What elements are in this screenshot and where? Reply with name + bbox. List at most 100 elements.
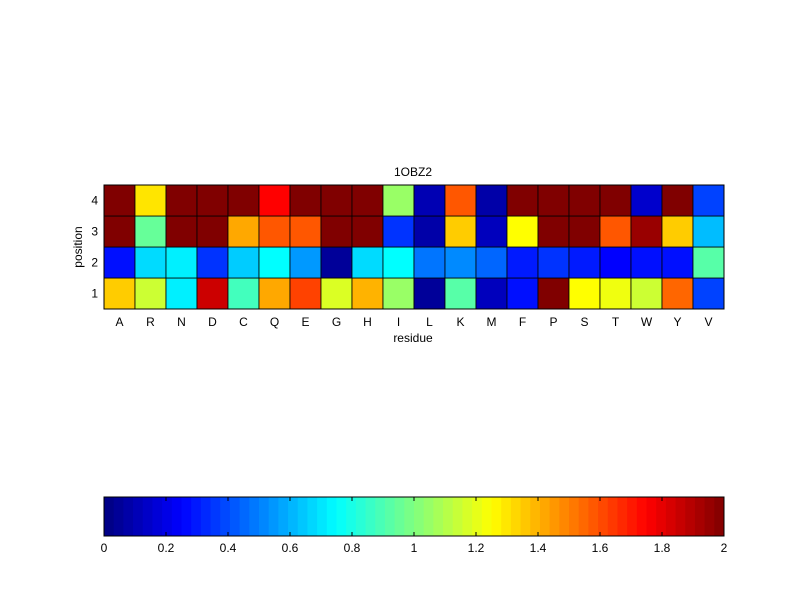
colorbar-segment	[627, 497, 638, 536]
heatmap-cell-K-1	[444, 277, 477, 310]
heatmap-cell-R-2	[134, 246, 167, 279]
colorbar-segment	[355, 497, 367, 536]
colorbar-segment	[288, 497, 299, 536]
colorbar-segment	[569, 497, 580, 536]
heatmap-cell-F-2	[506, 246, 539, 279]
colorbar-tick-label: 1.2	[468, 541, 485, 555]
colorbar-segment	[249, 497, 260, 536]
heatmap-cell-A-4	[103, 184, 136, 217]
heatmap-cell-N-2	[165, 246, 198, 279]
heatmap-cell-H-3	[351, 215, 384, 248]
colorbar-segment	[501, 497, 512, 536]
y-tick-label: 1	[91, 287, 98, 301]
x-tick-label: Y	[673, 315, 681, 329]
x-tick-label: I	[397, 315, 400, 329]
colorbar-segment	[704, 497, 715, 536]
heatmap-cell-Y-4	[661, 184, 694, 217]
y-tick-label: 3	[91, 225, 98, 239]
heatmap-cell-H-4	[351, 184, 384, 217]
colorbar-segment	[133, 497, 144, 536]
x-tick-label: G	[332, 315, 341, 329]
x-tick-label: H	[363, 315, 372, 329]
heatmap-cell-K-4	[444, 184, 477, 217]
heatmap-cell-D-2	[196, 246, 229, 279]
y-tick-labels: 1 2 3 4	[91, 194, 98, 301]
colorbar-segment	[404, 497, 415, 536]
heatmap-cell-C-1	[227, 277, 260, 310]
heatmap-cell-K-2	[444, 246, 477, 279]
heatmap-cell-V-4	[692, 184, 725, 217]
heatmap-cell-N-4	[165, 184, 198, 217]
heatmap-cell-T-3	[599, 215, 632, 248]
colorbar-segment	[181, 497, 192, 536]
heatmap-cell-R-4	[134, 184, 167, 217]
heatmap-cell-E-1	[289, 277, 322, 310]
colorbar-segment	[578, 497, 589, 536]
colorbar-segment	[142, 497, 153, 536]
colorbar-tick-label: 0.4	[220, 541, 237, 555]
heatmap-cell-A-2	[103, 246, 136, 279]
colorbar-tick-label: 1.8	[654, 541, 671, 555]
heatmap-cell-W-4	[630, 184, 663, 217]
heatmap-cell-G-3	[320, 215, 353, 248]
heatmap-cell-E-4	[289, 184, 322, 217]
colorbar-segment	[452, 497, 463, 536]
colorbar-segment	[443, 497, 454, 536]
heatmap-cell-T-1	[599, 277, 632, 310]
colorbar-segment	[539, 497, 551, 536]
colorbar-segment	[665, 497, 677, 536]
colorbar-segment	[559, 497, 570, 536]
heatmap-cell-E-2	[289, 246, 322, 279]
heatmap-cell-V-1	[692, 277, 725, 310]
heatmap-cell-H-2	[351, 246, 384, 279]
colorbar-segment	[607, 497, 618, 536]
heatmap-cell-S-3	[568, 215, 601, 248]
x-tick-label: V	[704, 315, 712, 329]
heatmap-cell-C-2	[227, 246, 260, 279]
x-tick-label: W	[641, 315, 653, 329]
colorbar-segment	[675, 497, 686, 536]
x-tick-label: T	[612, 315, 620, 329]
heatmap-cell-T-4	[599, 184, 632, 217]
colorbar-segment	[278, 497, 289, 536]
colorbar-tick-label: 2	[721, 541, 728, 555]
colorbar-segment	[317, 497, 328, 536]
colorbar-segment	[462, 497, 473, 536]
colorbar-segment	[229, 497, 241, 536]
colorbar-tick-label: 1	[411, 541, 418, 555]
heatmap-cell-Q-4	[258, 184, 291, 217]
colorbar-segment	[394, 497, 405, 536]
colorbar-segment	[646, 497, 657, 536]
heatmap-cell-L-2	[413, 246, 446, 279]
heatmap-cell-I-2	[382, 246, 415, 279]
heatmap-cell-N-3	[165, 215, 198, 248]
x-tick-label: A	[115, 315, 123, 329]
y-axis-label: position	[71, 226, 85, 267]
x-tick-label: K	[456, 315, 464, 329]
heatmap-border	[103, 184, 725, 310]
colorbar-segment	[685, 497, 696, 536]
colorbar-segment	[423, 497, 434, 536]
heatmap-cell-G-4	[320, 184, 353, 217]
heatmap-cell-Y-3	[661, 215, 694, 248]
colorbar-tick-label: 0	[101, 541, 108, 555]
colorbar-segment	[268, 497, 279, 536]
heatmap-cell-S-1	[568, 277, 601, 310]
colorbar-segment	[472, 497, 483, 536]
colorbar-segment	[636, 497, 647, 536]
x-tick-label: Q	[270, 315, 279, 329]
colorbar-segment	[530, 497, 541, 536]
colorbar-tick-label: 0.2	[158, 541, 175, 555]
x-tick-label: N	[177, 315, 186, 329]
heatmap-cell-T-2	[599, 246, 632, 279]
heatmap-cell-C-4	[227, 184, 260, 217]
chart-title: 1OBZ2	[394, 165, 432, 179]
x-tick-label: L	[426, 315, 433, 329]
colorbar-segment	[510, 497, 522, 536]
colorbar-segment	[656, 497, 667, 536]
colorbar-segment	[239, 497, 250, 536]
heatmap-cell-L-4	[413, 184, 446, 217]
colorbar-segment	[598, 497, 609, 536]
heatmap-cells	[103, 184, 725, 310]
x-tick-label: S	[580, 315, 588, 329]
